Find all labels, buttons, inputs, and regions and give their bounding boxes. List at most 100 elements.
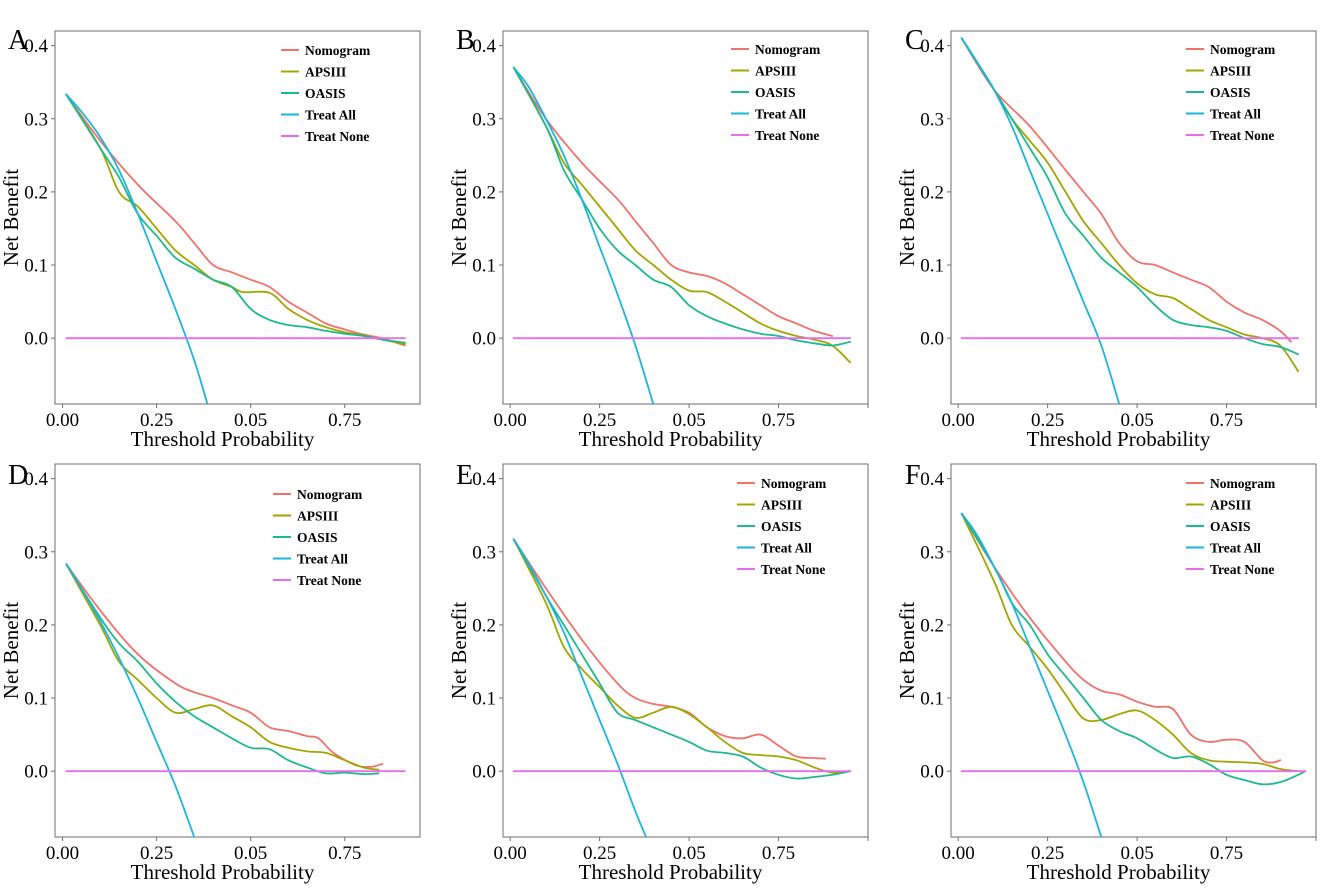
panel-e: E 0.0 0.1 0.2 0.3 0.4 0.00 0.25 0.05 0.75Threshol… [447, 460, 869, 884]
series-line-nomogram [65, 563, 384, 768]
series-line-oasis [960, 512, 1307, 786]
panel-f: F 0.0 0.1 0.2 0.3 0.4 0.00 0.25 0.05 0.75Threshol… [895, 460, 1317, 884]
y-tick-label: 0.1 [920, 689, 944, 710]
legend-label-nomogram: Nomogram [761, 476, 827, 491]
panel-letter: A [8, 25, 29, 56]
y-tick-label: 0.4 [24, 36, 48, 57]
legend-label-apsiii: APSIII [1210, 64, 1251, 79]
x-tick-label: 0.00 [494, 410, 527, 431]
y-tick-label: 0.0 [472, 762, 496, 783]
x-tick-label: 0.25 [1031, 843, 1064, 864]
y-axis-label: Net Benefit [895, 169, 919, 267]
y-tick-label: 0.3 [24, 542, 48, 563]
y-tick-label: 0.1 [24, 256, 48, 277]
legend-label-treat-none: Treat None [761, 562, 825, 577]
series-line-treat-all [512, 538, 647, 837]
y-tick-label: 0.4 [920, 36, 944, 57]
legend: Nomogram APSIII OASIS Treat All Treat None [273, 487, 363, 588]
x-tick-label: 0.25 [140, 410, 173, 431]
x-tick-label: 0.00 [494, 843, 527, 864]
series-line-apsiii [512, 538, 851, 774]
x-tick-label: 0.05 [1120, 410, 1153, 431]
series-group [65, 93, 406, 404]
y-tick-label: 0.0 [24, 329, 48, 350]
x-tick-label: 0.25 [1031, 410, 1064, 431]
series-line-oasis [512, 538, 851, 780]
legend-label-oasis: OASIS [755, 85, 796, 100]
x-tick-label: 0.75 [1210, 410, 1243, 431]
y-tick-label: 0.4 [24, 469, 48, 490]
legend-label-oasis: OASIS [1210, 85, 1251, 100]
y-tick-label: 0.1 [472, 256, 496, 277]
series-line-treat-all [512, 66, 655, 404]
x-tick-label: 0.75 [762, 843, 795, 864]
legend-label-oasis: OASIS [305, 86, 346, 101]
x-axis-label: Threshold Probability [579, 860, 763, 884]
x-axis-label: Threshold Probability [579, 427, 763, 451]
y-tick-label: 0.0 [920, 329, 944, 350]
x-tick-label: 0.05 [672, 843, 705, 864]
y-tick-label: 0.2 [472, 615, 496, 636]
x-tick-label: 0.75 [1210, 843, 1243, 864]
legend-label-treat-all: Treat All [1210, 107, 1261, 122]
legend-label-apsiii: APSIII [305, 65, 346, 80]
y-tick-label: 0.2 [24, 615, 48, 636]
panel-letter: D [8, 460, 28, 491]
legend-label-treat-all: Treat All [755, 107, 806, 122]
x-tick-label: 0.05 [1120, 843, 1153, 864]
series-line-nomogram [512, 66, 834, 337]
plot-frame [502, 30, 869, 405]
x-tick-label: 0.05 [234, 843, 267, 864]
y-axis-label: Net Benefit [447, 169, 471, 267]
panel-letter: F [905, 460, 921, 491]
y-tick-label: 0.1 [24, 689, 48, 710]
x-tick-label: 0.00 [46, 410, 79, 431]
y-tick-label: 0.0 [24, 762, 48, 783]
legend-label-nomogram: Nomogram [1210, 476, 1276, 491]
series-group [512, 538, 851, 837]
legend-label-nomogram: Nomogram [297, 487, 363, 502]
series-line-treat-all [960, 37, 1121, 404]
y-tick-label: 0.3 [24, 109, 48, 130]
series-line-nomogram [960, 37, 1292, 343]
x-tick-label: 0.05 [672, 410, 705, 431]
legend-label-apsiii: APSIII [755, 64, 796, 79]
legend: Nomogram APSIII OASIS Treat All Treat None [731, 42, 821, 143]
legend-label-treat-all: Treat All [305, 108, 356, 123]
y-axis-label: Net Benefit [895, 602, 919, 700]
panel-letter: B [456, 25, 475, 56]
legend: Nomogram APSIII OASIS Treat All Treat None [737, 476, 827, 577]
x-axis-label: Threshold Probability [131, 427, 315, 451]
series-line-apsiii [960, 37, 1299, 372]
plot-frame [950, 463, 1317, 838]
x-tick-label: 0.00 [942, 843, 975, 864]
y-tick-label: 0.3 [472, 109, 496, 130]
y-tick-label: 0.3 [920, 542, 944, 563]
y-tick-label: 0.4 [472, 36, 496, 57]
legend-label-apsiii: APSIII [761, 498, 802, 513]
panel-d: D 0.0 0.1 0.2 0.3 0.4 0.00 0.25 0.05 0.75 Threshol… [0, 460, 421, 884]
series-line-apsiii [65, 93, 406, 345]
series-group [512, 66, 851, 404]
legend: Nomogram APSIII OASIS Treat All Treat None [1186, 476, 1276, 577]
y-tick-label: 0.1 [920, 256, 944, 277]
y-tick-label: 0.4 [472, 469, 496, 490]
plot-frame [502, 463, 869, 838]
legend-label-treat-all: Treat All [1210, 541, 1261, 556]
plot-frame [950, 30, 1317, 405]
legend: Nomogram APSIII OASIS Treat All Treat None [281, 43, 371, 144]
legend-label-nomogram: Nomogram [305, 43, 371, 58]
y-tick-label: 0.1 [472, 689, 496, 710]
legend-label-oasis: OASIS [297, 530, 338, 545]
panel-letter: C [905, 25, 924, 56]
series-group [960, 37, 1299, 404]
y-tick-label: 0.3 [920, 109, 944, 130]
legend-label-apsiii: APSIII [297, 509, 338, 524]
legend-label-nomogram: Nomogram [755, 42, 821, 57]
legend-label-treat-none: Treat None [1210, 562, 1274, 577]
x-axis-label: Threshold Probability [1027, 860, 1211, 884]
legend-label-nomogram: Nomogram [1210, 42, 1276, 57]
legend: Nomogram APSIII OASIS Treat All Treat None [1186, 42, 1276, 143]
y-axis-label: Net Benefit [0, 602, 23, 700]
